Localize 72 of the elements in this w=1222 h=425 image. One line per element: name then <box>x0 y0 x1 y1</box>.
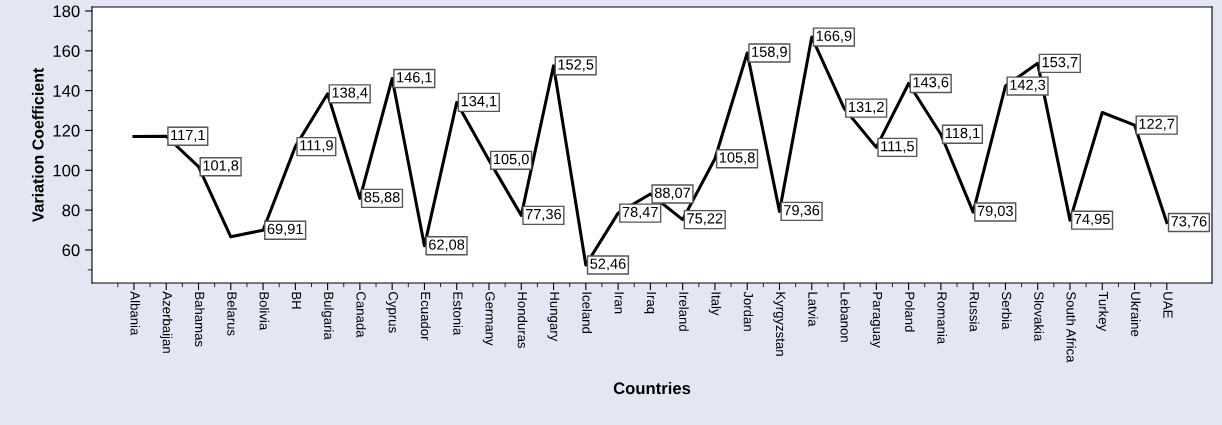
data-label: 152,5 <box>558 59 594 72</box>
x-tick-label: Ukraine <box>1130 292 1141 337</box>
data-label: 134,1 <box>461 95 497 109</box>
x-tick-label: Albania <box>130 291 141 336</box>
x-tick-label: Poland <box>905 292 915 332</box>
x-tick-label: Russia <box>969 292 980 332</box>
x-tick-label: Serbia <box>1001 291 1012 330</box>
data-label: 79,03 <box>977 205 1013 218</box>
data-label: 158,9 <box>752 46 787 59</box>
x-tick-label: Germany <box>482 292 495 346</box>
x-tick-label: UAE <box>1163 292 1173 318</box>
x-tick-label: Bulgaria <box>321 292 334 340</box>
data-label: 52,46 <box>590 258 626 271</box>
y-tick-label: 120 <box>53 124 80 137</box>
x-tick-label: Ecuador <box>420 292 431 341</box>
data-label: 146,1 <box>397 72 432 85</box>
y-tick-label: 60 <box>62 244 80 257</box>
data-label: 143,6 <box>913 77 949 90</box>
x-tick-label: Cyprus <box>386 292 398 333</box>
y-tick-label: 160 <box>53 45 80 58</box>
x-tick-label: Paraguay <box>870 292 882 348</box>
x-tick-label: Belarus <box>227 292 237 336</box>
data-label: 166,9 <box>816 30 852 43</box>
data-label: 142,3 <box>1010 79 1046 92</box>
data-label: 85,88 <box>364 192 400 205</box>
data-label: 105,0 <box>493 153 529 166</box>
data-label: 88,07 <box>654 187 691 200</box>
x-tick-label: Romania <box>937 292 948 345</box>
x-axis-title: Countries <box>613 381 691 395</box>
x-tick-label: Honduras <box>517 292 528 349</box>
data-label: 73,76 <box>1171 216 1207 229</box>
x-tick-label: Italy <box>708 292 722 316</box>
data-label: 138,4 <box>332 87 368 100</box>
x-tick-label: Latvia <box>808 292 818 327</box>
x-tick-label: Ireland <box>679 292 689 331</box>
data-label: 75,22 <box>687 213 723 226</box>
y-tick-label: 100 <box>53 164 80 177</box>
x-tick-label: South Africa <box>1066 291 1077 363</box>
x-tick-label: Kyrgyzstan <box>773 292 786 356</box>
data-label: 105,8 <box>719 152 755 165</box>
x-tick-label: Bolivia <box>259 292 270 331</box>
data-label: 153,7 <box>1042 56 1078 69</box>
data-label: 69,91 <box>267 223 303 236</box>
x-tick-label: BH <box>291 292 302 309</box>
data-label: 79,36 <box>784 204 820 218</box>
x-tick-label: Bahamas <box>194 292 205 347</box>
data-label: 101,8 <box>203 160 239 173</box>
x-tick-label: Canada <box>356 292 367 338</box>
y-axis-title: Variation Coefficient <box>31 67 44 223</box>
x-tick-label: Iran <box>614 292 624 314</box>
data-label: 117,1 <box>171 129 205 142</box>
x-tick-label: Jordan <box>743 291 754 331</box>
y-tick-label: 180 <box>53 5 80 18</box>
data-label: 74,95 <box>1074 213 1110 226</box>
data-label: 62,08 <box>429 239 465 252</box>
y-tick-label: 80 <box>62 204 80 217</box>
data-label: 78,47 <box>622 206 658 219</box>
x-tick-label: Lebanon <box>840 292 851 342</box>
data-label: 122,7 <box>1139 118 1175 131</box>
data-label: 131,2 <box>849 101 884 114</box>
x-tick-label: Hungary <box>547 292 560 342</box>
data-label: 111,9 <box>300 140 333 153</box>
x-tick-label: Turkey <box>1096 291 1109 332</box>
x-tick-label: Iraq <box>644 292 657 314</box>
x-tick-label: Azerbaijan <box>160 291 173 353</box>
x-tick-label: Estonia <box>453 292 463 336</box>
data-label: 118,1 <box>945 127 980 140</box>
data-label: 77,36 <box>525 208 562 222</box>
x-tick-label: Iceland <box>582 292 592 334</box>
x-tick-label: Slovakia <box>1034 291 1044 342</box>
y-tick-label: 140 <box>53 85 80 97</box>
data-label: 111,5 <box>881 141 914 154</box>
